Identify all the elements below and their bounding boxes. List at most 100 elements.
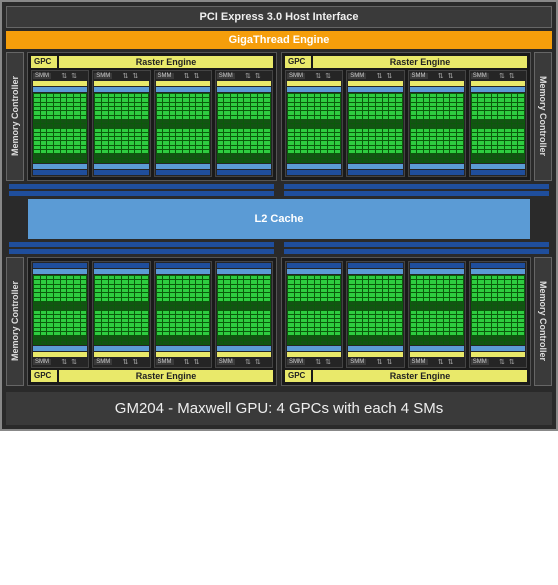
shared-memory <box>287 170 341 175</box>
raster-engine: Raster Engine <box>313 56 527 68</box>
cuda-cores <box>287 275 341 345</box>
sm-unit: SMM⇅ ⇅ <box>408 261 466 368</box>
interconnect-arrows: ⇅ ⇅ <box>490 358 525 366</box>
gpu-diagram: PCI Express 3.0 Host Interface GigaThrea… <box>0 0 558 431</box>
polymorph-engine <box>410 81 464 86</box>
polymorph-engine <box>156 81 210 86</box>
register-file <box>156 164 210 169</box>
instruction-cache <box>471 346 525 351</box>
shared-memory <box>217 263 271 268</box>
instruction-cache <box>156 346 210 351</box>
instruction-cache <box>287 87 341 92</box>
polymorph-engine <box>471 81 525 86</box>
shared-memory <box>348 263 402 268</box>
cuda-cores <box>471 93 525 163</box>
polymorph-engine <box>94 352 148 357</box>
pci-interface: PCI Express 3.0 Host Interface <box>6 6 552 28</box>
sm-unit: SMM⇅ ⇅ <box>92 261 150 368</box>
sm-unit: SMM⇅ ⇅ <box>285 261 343 368</box>
raster-engine: Raster Engine <box>59 370 273 382</box>
smm-label: SMM <box>348 359 366 365</box>
raster-engine: Raster Engine <box>313 370 527 382</box>
memory-controller-left-top: Memory Controller <box>6 52 24 181</box>
sm-unit: SMM⇅ ⇅ <box>469 261 527 368</box>
gpc-row-top: Memory Controller GPCRaster EngineSMM⇅ ⇅… <box>6 52 552 181</box>
shared-memory <box>410 263 464 268</box>
cuda-cores <box>217 93 271 163</box>
smm-label: SMM <box>410 359 428 365</box>
interconnect-arrows: ⇅ ⇅ <box>367 72 402 80</box>
smm-label: SMM <box>287 73 305 79</box>
shared-memory <box>33 263 87 268</box>
shared-memory <box>156 263 210 268</box>
smm-label: SMM <box>33 73 51 79</box>
register-file <box>94 269 148 274</box>
interconnect-arrows: ⇅ ⇅ <box>306 72 341 80</box>
memory-controller-left-bot: Memory Controller <box>6 257 24 386</box>
gpc: GPCRaster EngineSMM⇅ ⇅SMM⇅ ⇅SMM⇅ ⇅SMM⇅ ⇅ <box>27 52 277 181</box>
sm-unit: SMM⇅ ⇅ <box>92 70 150 177</box>
cuda-cores <box>287 93 341 163</box>
smm-label: SMM <box>471 73 489 79</box>
sm-unit: SMM⇅ ⇅ <box>346 70 404 177</box>
shared-memory <box>410 170 464 175</box>
cuda-cores <box>156 275 210 345</box>
cuda-cores <box>94 93 148 163</box>
instruction-cache <box>348 87 402 92</box>
interconnect-arrows: ⇅ ⇅ <box>236 72 271 80</box>
register-file <box>156 269 210 274</box>
register-file <box>217 269 271 274</box>
register-file <box>287 269 341 274</box>
smm-label: SMM <box>471 359 489 365</box>
interconnect-arrows: ⇅ ⇅ <box>52 72 87 80</box>
interconnect-arrows: ⇅ ⇅ <box>367 358 402 366</box>
sm-unit: SMM⇅ ⇅ <box>215 261 273 368</box>
sm-unit: SMM⇅ ⇅ <box>285 70 343 177</box>
shared-memory <box>217 170 271 175</box>
instruction-cache <box>410 87 464 92</box>
gpc: GPCRaster EngineSMM⇅ ⇅SMM⇅ ⇅SMM⇅ ⇅SMM⇅ ⇅ <box>281 257 531 386</box>
cuda-cores <box>217 275 271 345</box>
cuda-cores <box>410 275 464 345</box>
shared-memory <box>471 263 525 268</box>
cuda-cores <box>471 275 525 345</box>
smm-label: SMM <box>410 73 428 79</box>
instruction-cache <box>348 346 402 351</box>
register-file <box>33 269 87 274</box>
instruction-cache <box>156 87 210 92</box>
instruction-cache <box>217 87 271 92</box>
interconnect-arrows: ⇅ ⇅ <box>236 358 271 366</box>
shared-memory <box>348 170 402 175</box>
instruction-cache <box>33 346 87 351</box>
cuda-cores <box>33 275 87 345</box>
instruction-cache <box>94 87 148 92</box>
smm-label: SMM <box>94 359 112 365</box>
memory-controller-right-top: Memory Controller <box>534 52 552 181</box>
interconnect-arrows: ⇅ ⇅ <box>306 358 341 366</box>
instruction-cache <box>287 346 341 351</box>
register-file <box>94 164 148 169</box>
cuda-cores <box>156 93 210 163</box>
instruction-cache <box>471 87 525 92</box>
register-file <box>287 164 341 169</box>
l2-zone <box>6 242 552 254</box>
polymorph-engine <box>348 352 402 357</box>
polymorph-engine <box>33 81 87 86</box>
polymorph-engine <box>287 81 341 86</box>
instruction-cache <box>33 87 87 92</box>
sm-unit: SMM⇅ ⇅ <box>346 261 404 368</box>
sm-unit: SMM⇅ ⇅ <box>154 261 212 368</box>
interconnect-arrows: ⇅ ⇅ <box>429 358 464 366</box>
smm-label: SMM <box>348 73 366 79</box>
sm-unit: SMM⇅ ⇅ <box>31 70 89 177</box>
shared-memory <box>94 263 148 268</box>
polymorph-engine <box>287 352 341 357</box>
interconnect-arrows: ⇅ ⇅ <box>175 358 210 366</box>
smm-label: SMM <box>156 359 174 365</box>
gpc: GPCRaster EngineSMM⇅ ⇅SMM⇅ ⇅SMM⇅ ⇅SMM⇅ ⇅ <box>281 52 531 181</box>
register-file <box>217 164 271 169</box>
polymorph-engine <box>94 81 148 86</box>
cuda-cores <box>33 93 87 163</box>
smm-label: SMM <box>217 73 235 79</box>
polymorph-engine <box>217 352 271 357</box>
